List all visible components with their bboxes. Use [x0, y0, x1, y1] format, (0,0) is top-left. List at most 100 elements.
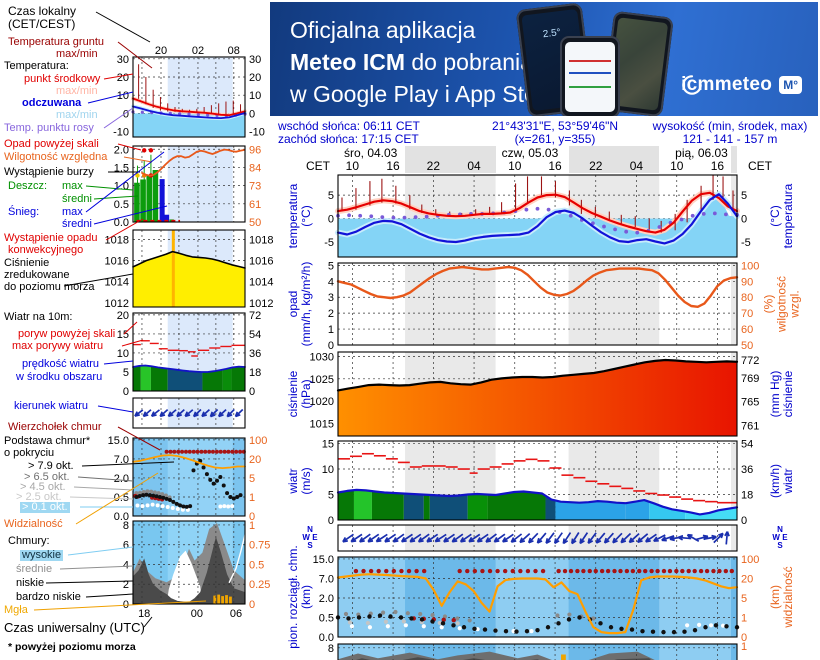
svg-text:4: 4	[328, 276, 334, 288]
phone-mockup-3	[560, 36, 620, 116]
svg-text:15.0: 15.0	[313, 554, 334, 566]
day-label: czw, 05.03	[501, 146, 559, 160]
svg-text:1: 1	[249, 520, 255, 532]
panel-p4: 15 10 5 0 54 36 18 0	[322, 439, 754, 527]
phone-screen-meteogram	[565, 42, 615, 112]
legend-label: * powyżej poziomu morza	[8, 641, 136, 653]
legend-leader-lines	[33, 11, 207, 628]
svg-text:0.5: 0.5	[319, 612, 334, 624]
svg-text:15: 15	[322, 439, 334, 451]
svg-text:0.75: 0.75	[249, 540, 270, 552]
legend-label: niskie	[16, 577, 45, 589]
time-tick-label: 10	[670, 159, 684, 173]
svg-text:0.0: 0.0	[319, 632, 334, 644]
svg-text:0: 0	[328, 214, 334, 226]
legend-label: > 0.1 okt.	[20, 501, 70, 513]
svg-text:8: 8	[328, 643, 334, 655]
svg-text:0.25: 0.25	[249, 579, 270, 591]
svg-text:1020: 1020	[310, 396, 334, 408]
compass-n: N	[777, 525, 783, 534]
svg-text:0: 0	[249, 108, 255, 120]
axis-title-p1-l: temperatura (°C)	[286, 183, 313, 249]
altitude-label: wysokość (min, środek, max)	[652, 119, 808, 133]
svg-text:0: 0	[741, 632, 747, 644]
svg-text:50: 50	[249, 217, 261, 229]
grid-coordinates: (x=261, y=355)	[514, 132, 596, 146]
svg-text:1014: 1014	[249, 277, 273, 289]
night-shading-band	[568, 146, 660, 173]
svg-text:1: 1	[249, 492, 255, 504]
svg-text:20: 20	[117, 310, 129, 322]
svg-text:100: 100	[741, 554, 759, 566]
altitude-info: wysokość (min, środek, max) 121 - 141 - …	[645, 120, 815, 146]
svg-text:0.0: 0.0	[114, 511, 129, 523]
svg-text:765: 765	[741, 397, 759, 409]
time-tick-label: 10	[508, 159, 522, 173]
svg-text:10: 10	[322, 464, 334, 476]
meteogram-main: Oficjalna aplikacja Meteo ICM do pobrani…	[270, 0, 820, 660]
svg-text:18: 18	[741, 490, 753, 502]
svg-text:4: 4	[123, 559, 129, 571]
compass-s: S	[777, 541, 783, 550]
location-infobar: wschód słońca: 06:11 CET zachód słońca: …	[270, 120, 818, 146]
svg-text:3: 3	[328, 292, 334, 304]
time-tick-label: 16	[548, 159, 562, 173]
svg-text:15.0: 15.0	[108, 435, 129, 447]
svg-text:5: 5	[123, 367, 129, 379]
axis-title-p4-l: wiatr (m/s)	[286, 466, 313, 495]
svg-text:0: 0	[249, 386, 255, 398]
svg-text:1012: 1012	[105, 298, 129, 310]
axis-title-p6-r: (km) widzialność	[768, 566, 795, 628]
svg-text:2.0: 2.0	[319, 593, 334, 605]
svg-text:0: 0	[741, 214, 747, 226]
svg-text:30: 30	[249, 54, 261, 66]
panel-p1: 5 0 -5 5 0 -5	[324, 174, 751, 258]
location-coordinates: 21°43'31"E, 53°59'46"N (x=261, y=355)	[445, 120, 665, 146]
time-tick-label: 16	[386, 159, 400, 173]
panel-p2: 5 4 3 2 1 0 100 90 80 70 60 50	[328, 260, 759, 352]
svg-text:10: 10	[249, 90, 261, 102]
legend-label: w środku obszaru	[16, 371, 103, 383]
svg-text:10: 10	[117, 348, 129, 360]
app-banner[interactable]: Oficjalna aplikacja Meteo ICM do pobrani…	[270, 2, 818, 116]
svg-text:0: 0	[741, 515, 747, 527]
svg-text:772: 772	[741, 355, 759, 367]
legend-label: odczuwana	[22, 97, 82, 109]
svg-text:5: 5	[328, 260, 334, 272]
icmmeteo-logo-badge: M°	[779, 76, 802, 94]
phone-chart-line-red	[569, 60, 611, 62]
legend-label: konwekcyjnego	[8, 244, 84, 256]
legend-label: kierunek wiatru	[14, 400, 88, 412]
svg-text:54: 54	[741, 439, 753, 451]
svg-text:84: 84	[249, 162, 261, 174]
axis-title-p6-l: pion. rozciągł. chm. (km)	[286, 545, 313, 649]
svg-text:0: 0	[249, 511, 255, 523]
legend-label: > 4.5 okt.	[20, 481, 66, 493]
svg-text:36: 36	[249, 348, 261, 360]
svg-text:1: 1	[741, 641, 747, 653]
legend-label: Widzialność	[4, 518, 63, 530]
legend-label: Czas uniwersalny (UTC)	[4, 620, 145, 635]
night-shading-band	[731, 146, 737, 173]
svg-text:-5: -5	[741, 237, 751, 249]
svg-text:90: 90	[741, 276, 753, 288]
legend-label: max porywy wiatru	[12, 340, 104, 352]
svg-text:5: 5	[741, 593, 747, 605]
legend-label: Temperatura gruntu	[8, 36, 104, 48]
svg-text:1030: 1030	[310, 351, 334, 363]
svg-text:5: 5	[741, 190, 747, 202]
legend-label: wysokie	[20, 549, 64, 561]
legend-label: o pokryciu	[4, 447, 55, 459]
svg-text:00: 00	[191, 608, 203, 620]
svg-text:1: 1	[741, 612, 747, 624]
svg-text:0.5: 0.5	[249, 559, 264, 571]
legend-label: max	[62, 180, 83, 192]
banner-line2: Meteo ICM do pobrania	[290, 49, 533, 75]
svg-text:0.0: 0.0	[114, 217, 129, 229]
legend-panel: Czas lokalny (CET/CEST) Temperatura gruntu…	[0, 0, 273, 660]
legend-label: Temperatura:	[4, 60, 69, 72]
